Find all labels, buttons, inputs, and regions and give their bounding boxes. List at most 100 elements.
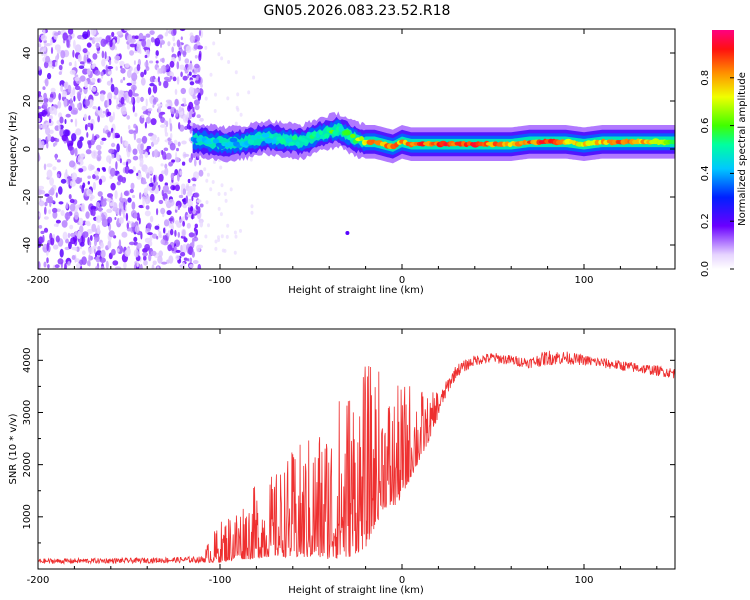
noise-speck bbox=[234, 121, 238, 126]
noise-blob bbox=[53, 223, 59, 227]
noise-blob bbox=[144, 169, 148, 174]
noise-blob bbox=[98, 206, 102, 213]
noise-blob bbox=[85, 211, 90, 219]
noise-blob bbox=[77, 230, 82, 240]
noise-blob bbox=[149, 233, 153, 242]
noise-blob bbox=[55, 153, 58, 161]
noise-blob bbox=[178, 122, 181, 130]
noise-blob bbox=[183, 257, 188, 261]
noise-blob bbox=[144, 121, 147, 129]
noise-blob bbox=[188, 62, 193, 71]
snr-xtick-label: -100 bbox=[209, 575, 232, 586]
noise-blob bbox=[117, 103, 123, 108]
noise-blob bbox=[53, 107, 58, 116]
noise-speck bbox=[229, 187, 233, 192]
noise-blob bbox=[60, 84, 63, 92]
noise-blob bbox=[40, 34, 47, 42]
noise-blob bbox=[42, 234, 45, 243]
noise-blob bbox=[114, 55, 121, 61]
noise-blob bbox=[94, 37, 100, 43]
noise-blob bbox=[100, 249, 106, 258]
noise-blob bbox=[178, 194, 184, 199]
noise-blob bbox=[90, 205, 97, 211]
noise-blob bbox=[188, 232, 195, 238]
noise-blob bbox=[140, 71, 145, 78]
noise-blob bbox=[69, 203, 76, 212]
noise-blob bbox=[150, 177, 153, 184]
noise-blob bbox=[55, 235, 60, 243]
noise-blob bbox=[122, 111, 128, 115]
noise-blob bbox=[156, 103, 163, 107]
noise-blob bbox=[60, 178, 67, 184]
noise-blob bbox=[38, 112, 45, 117]
noise-blob bbox=[56, 173, 60, 179]
noise-blob bbox=[171, 247, 175, 252]
noise-blob bbox=[92, 53, 98, 60]
noise-blob bbox=[73, 95, 76, 102]
noise-blob bbox=[78, 168, 84, 173]
noise-blob bbox=[115, 134, 121, 138]
noise-blob bbox=[82, 48, 88, 54]
noise-blob bbox=[192, 208, 196, 215]
noise-blob bbox=[193, 192, 200, 198]
noise-blob bbox=[124, 140, 129, 147]
spectrogram-ytick-label: -40 bbox=[22, 237, 33, 253]
noise-blob bbox=[126, 161, 129, 168]
noise-blob bbox=[124, 63, 130, 68]
noise-blob bbox=[58, 124, 61, 132]
noise-blob bbox=[165, 120, 169, 128]
noise-blob bbox=[151, 264, 155, 269]
noise-blob bbox=[132, 155, 139, 161]
noise-blob bbox=[198, 53, 202, 62]
noise-blob bbox=[171, 46, 174, 53]
noise-blob bbox=[109, 202, 114, 207]
noise-speck bbox=[239, 112, 243, 117]
ridge-blob bbox=[247, 139, 255, 145]
noise-blob bbox=[146, 222, 152, 229]
noise-blob bbox=[173, 139, 178, 145]
noise-blob bbox=[120, 68, 126, 74]
noise-blob bbox=[191, 177, 197, 182]
noise-blob bbox=[70, 237, 76, 245]
noise-blob bbox=[173, 42, 176, 47]
ridge-blob bbox=[264, 138, 273, 144]
noise-blob bbox=[128, 89, 133, 98]
spectrogram-ytick-label: 40 bbox=[22, 47, 33, 60]
spectrogram-ytick-label: 20 bbox=[22, 95, 33, 108]
noise-blob bbox=[62, 32, 68, 41]
noise-blob bbox=[158, 173, 164, 182]
noise-speck bbox=[250, 210, 254, 215]
noise-blob bbox=[45, 127, 51, 135]
noise-blob bbox=[74, 147, 78, 157]
noise-blob bbox=[188, 110, 193, 120]
noise-blob bbox=[147, 112, 151, 117]
noise-blob bbox=[75, 128, 82, 136]
noise-blob bbox=[128, 241, 136, 246]
noise-blob bbox=[79, 88, 83, 93]
noise-blob bbox=[149, 83, 155, 87]
noise-blob bbox=[85, 221, 88, 225]
noise-blob bbox=[166, 63, 170, 70]
noise-blob bbox=[92, 245, 97, 250]
noise-blob bbox=[136, 96, 141, 104]
noise-blob bbox=[43, 92, 47, 100]
noise-blob bbox=[176, 76, 180, 85]
noise-blob bbox=[155, 50, 159, 57]
noise-blob bbox=[139, 192, 142, 200]
noise-blob bbox=[196, 45, 203, 50]
noise-blob bbox=[96, 224, 101, 234]
noise-blob bbox=[38, 124, 43, 129]
noise-blob bbox=[91, 64, 95, 69]
noise-blob bbox=[177, 141, 181, 147]
noise-blob bbox=[38, 106, 42, 110]
noise-blob bbox=[71, 255, 76, 260]
noise-blob bbox=[58, 71, 62, 75]
noise-blob bbox=[88, 254, 91, 262]
noise-blob bbox=[195, 75, 199, 81]
noise-speck bbox=[217, 52, 221, 57]
noise-blob bbox=[181, 262, 186, 269]
noise-blob bbox=[87, 181, 91, 185]
noise-speck bbox=[250, 204, 254, 209]
noise-blob bbox=[76, 204, 82, 208]
noise-blob bbox=[115, 161, 118, 170]
